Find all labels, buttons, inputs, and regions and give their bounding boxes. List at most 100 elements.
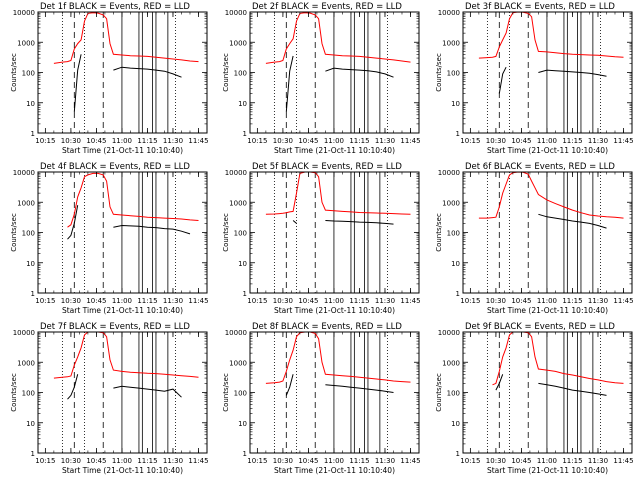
y-tick-label: 1 bbox=[243, 290, 247, 298]
series-events-line bbox=[498, 66, 607, 94]
x-tick-label: 10:45 bbox=[298, 137, 318, 145]
x-tick-label: 10:30 bbox=[61, 297, 81, 305]
x-tick-label: 10:30 bbox=[273, 137, 293, 145]
x-axis-label: Start Time (21-Oct-11 10:10:40) bbox=[487, 466, 608, 475]
y-tick-label: 1 bbox=[31, 130, 35, 138]
y-tick-label: 100 bbox=[447, 230, 460, 238]
x-tick-label: 11:30 bbox=[588, 137, 608, 145]
y-tick-label: 100 bbox=[22, 230, 35, 238]
x-tick-label: 11:15 bbox=[349, 297, 369, 305]
y-axis-label: Counts/sec bbox=[435, 373, 443, 412]
x-tick-label: 10:15 bbox=[247, 137, 267, 145]
x-tick-label: 11:15 bbox=[137, 137, 157, 145]
x-tick-label: 10:30 bbox=[486, 297, 506, 305]
panel-title: Det 9f BLACK = Events, RED = LLD bbox=[465, 322, 615, 332]
y-tick-label: 10000 bbox=[225, 169, 247, 177]
series-events-line bbox=[495, 374, 607, 396]
x-tick-label: 11:15 bbox=[137, 297, 157, 305]
y-tick-label: 1 bbox=[243, 450, 247, 458]
y-tick-label: 1 bbox=[31, 290, 35, 298]
panel-det-2: Det 2f BLACK = Events, RED = LLD 1 10 100 10… bbox=[222, 2, 421, 155]
x-tick-label: 10:15 bbox=[247, 297, 267, 305]
y-tick-label: 1000 bbox=[17, 199, 35, 207]
x-tick-label: 11:00 bbox=[537, 297, 557, 305]
y-tick-label: 10000 bbox=[438, 169, 460, 177]
series-lld-line bbox=[478, 11, 624, 59]
x-tick-label: 11:00 bbox=[537, 457, 557, 465]
y-tick-label: 10 bbox=[26, 260, 35, 268]
y-tick-label: 1000 bbox=[442, 39, 460, 47]
x-tick-label: 11:15 bbox=[137, 457, 157, 465]
x-tick-label: 10:45 bbox=[511, 137, 531, 145]
x-tick-label: 11:45 bbox=[400, 297, 420, 305]
panel-title: Det 5f BLACK = Events, RED = LLD bbox=[252, 162, 402, 172]
x-tick-label: 10:45 bbox=[86, 457, 106, 465]
panel-det-6: Det 6f BLACK = Events, RED = LLD 1 10 100 10… bbox=[435, 162, 634, 315]
y-tick-label: 1000 bbox=[442, 199, 460, 207]
x-tick-label: 11:45 bbox=[400, 137, 420, 145]
x-tick-label: 10:45 bbox=[511, 297, 531, 305]
series-lld-line bbox=[53, 331, 199, 379]
x-tick-label: 11:30 bbox=[588, 297, 608, 305]
panel-det-3: Det 3f BLACK = Events, RED = LLD 1 10 100 10… bbox=[435, 2, 634, 155]
panel-title: Det 4f BLACK = Events, RED = LLD bbox=[40, 162, 190, 172]
x-tick-label: 11:15 bbox=[562, 457, 582, 465]
x-tick-label: 11:00 bbox=[324, 137, 344, 145]
series-lld-line bbox=[478, 171, 624, 219]
x-tick-label: 11:30 bbox=[163, 297, 183, 305]
y-tick-label: 100 bbox=[22, 70, 35, 78]
series-events-line bbox=[285, 55, 394, 112]
y-tick-label: 100 bbox=[447, 70, 460, 78]
y-axis-label: Counts/sec bbox=[435, 213, 443, 252]
y-tick-label: 10 bbox=[26, 420, 35, 428]
y-tick-label: 1000 bbox=[17, 39, 35, 47]
x-tick-label: 11:15 bbox=[349, 137, 369, 145]
x-axis-label: Start Time (21-Oct-11 10:10:40) bbox=[487, 306, 608, 315]
x-tick-label: 11:45 bbox=[613, 297, 633, 305]
y-tick-label: 1000 bbox=[229, 199, 247, 207]
x-tick-label: 10:15 bbox=[460, 137, 480, 145]
x-tick-label: 10:15 bbox=[35, 137, 55, 145]
series-events-line bbox=[285, 374, 394, 396]
series-events-line bbox=[538, 213, 607, 229]
x-tick-label: 10:30 bbox=[486, 137, 506, 145]
x-tick-label: 11:15 bbox=[562, 137, 582, 145]
y-tick-label: 1 bbox=[456, 290, 460, 298]
y-tick-label: 1 bbox=[456, 450, 460, 458]
y-tick-label: 10 bbox=[451, 420, 460, 428]
x-axis-label: Start Time (21-Oct-11 10:10:40) bbox=[62, 146, 183, 155]
x-tick-label: 10:45 bbox=[298, 457, 318, 465]
x-axis-label: Start Time (21-Oct-11 10:10:40) bbox=[62, 306, 183, 315]
x-tick-label: 11:00 bbox=[324, 457, 344, 465]
x-tick-label: 11:30 bbox=[375, 137, 395, 145]
x-tick-label: 10:30 bbox=[61, 457, 81, 465]
panel-title: Det 7f BLACK = Events, RED = LLD bbox=[40, 322, 190, 332]
y-tick-label: 10 bbox=[26, 100, 35, 108]
x-axis-label: Start Time (21-Oct-11 10:10:40) bbox=[487, 146, 608, 155]
x-tick-label: 10:30 bbox=[273, 457, 293, 465]
panel-title: Det 1f BLACK = Events, RED = LLD bbox=[40, 2, 190, 12]
x-tick-label: 11:00 bbox=[537, 137, 557, 145]
x-tick-label: 10:45 bbox=[86, 137, 106, 145]
panel-det-8: Det 8f BLACK = Events, RED = LLD 1 10 100 10… bbox=[222, 322, 421, 475]
y-tick-label: 100 bbox=[234, 390, 247, 398]
x-tick-label: 11:45 bbox=[188, 137, 208, 145]
panel-det-9: Det 9f BLACK = Events, RED = LLD 1 10 100 10… bbox=[435, 322, 634, 475]
panel-title: Det 6f BLACK = Events, RED = LLD bbox=[465, 162, 615, 172]
x-tick-label: 10:30 bbox=[61, 137, 81, 145]
y-tick-label: 1000 bbox=[229, 359, 247, 367]
series-events-line bbox=[292, 220, 394, 225]
panel-title: Det 3f BLACK = Events, RED = LLD bbox=[465, 2, 615, 12]
y-tick-label: 10 bbox=[238, 100, 247, 108]
x-tick-label: 11:45 bbox=[188, 457, 208, 465]
x-tick-label: 11:15 bbox=[562, 297, 582, 305]
y-tick-label: 10 bbox=[238, 420, 247, 428]
x-tick-label: 11:45 bbox=[400, 457, 420, 465]
x-tick-label: 11:30 bbox=[588, 457, 608, 465]
panel-title: Det 8f BLACK = Events, RED = LLD bbox=[252, 322, 402, 332]
x-tick-label: 11:30 bbox=[163, 457, 183, 465]
panel-det-7: Det 7f BLACK = Events, RED = LLD 1 10 100 10… bbox=[10, 322, 209, 475]
y-tick-label: 1000 bbox=[17, 359, 35, 367]
x-tick-label: 11:30 bbox=[375, 297, 395, 305]
